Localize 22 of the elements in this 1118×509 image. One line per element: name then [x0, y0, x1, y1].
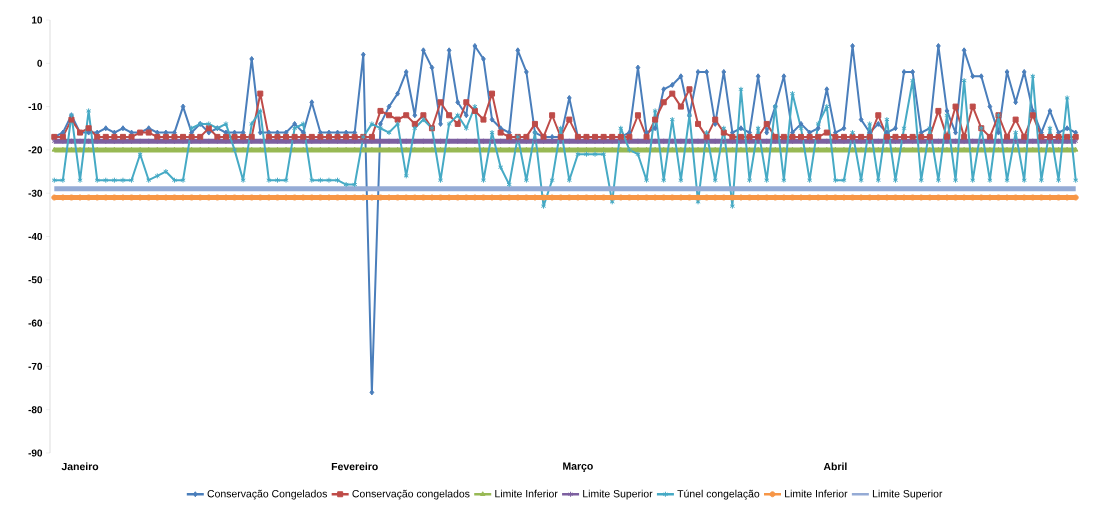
y-tick-label: -90: [28, 449, 43, 457]
legend-label: Conservação congelados: [352, 489, 470, 500]
y-tick-label: -60: [28, 319, 43, 327]
y-tick-label: -30: [28, 189, 43, 197]
x-tick-label: Abril: [823, 462, 847, 471]
y-tick-label: -40: [28, 232, 43, 241]
y-tick-label: -20: [28, 146, 43, 154]
legend-label: Limite Superior: [583, 489, 653, 500]
legend-label: Limite Superior: [872, 489, 943, 500]
y-tick-label: -80: [28, 406, 43, 414]
y-tick-label: -70: [28, 362, 43, 370]
x-tick-label: Janeiro: [61, 462, 99, 471]
y-tick-label: -50: [28, 276, 43, 284]
legend-label: Limite Inferior: [495, 489, 558, 498]
x-tick-label: Fevereiro: [331, 462, 378, 471]
legend-label: Túnel congelação: [677, 489, 760, 500]
legend-label: Limite Inferior: [785, 489, 848, 498]
y-tick-label: 10: [32, 16, 43, 24]
y-tick-label: -10: [28, 103, 43, 111]
legend-label: Conservação Congelados: [207, 489, 327, 500]
x-tick-label: Março: [563, 462, 593, 472]
y-tick-label: 0: [37, 59, 43, 67]
